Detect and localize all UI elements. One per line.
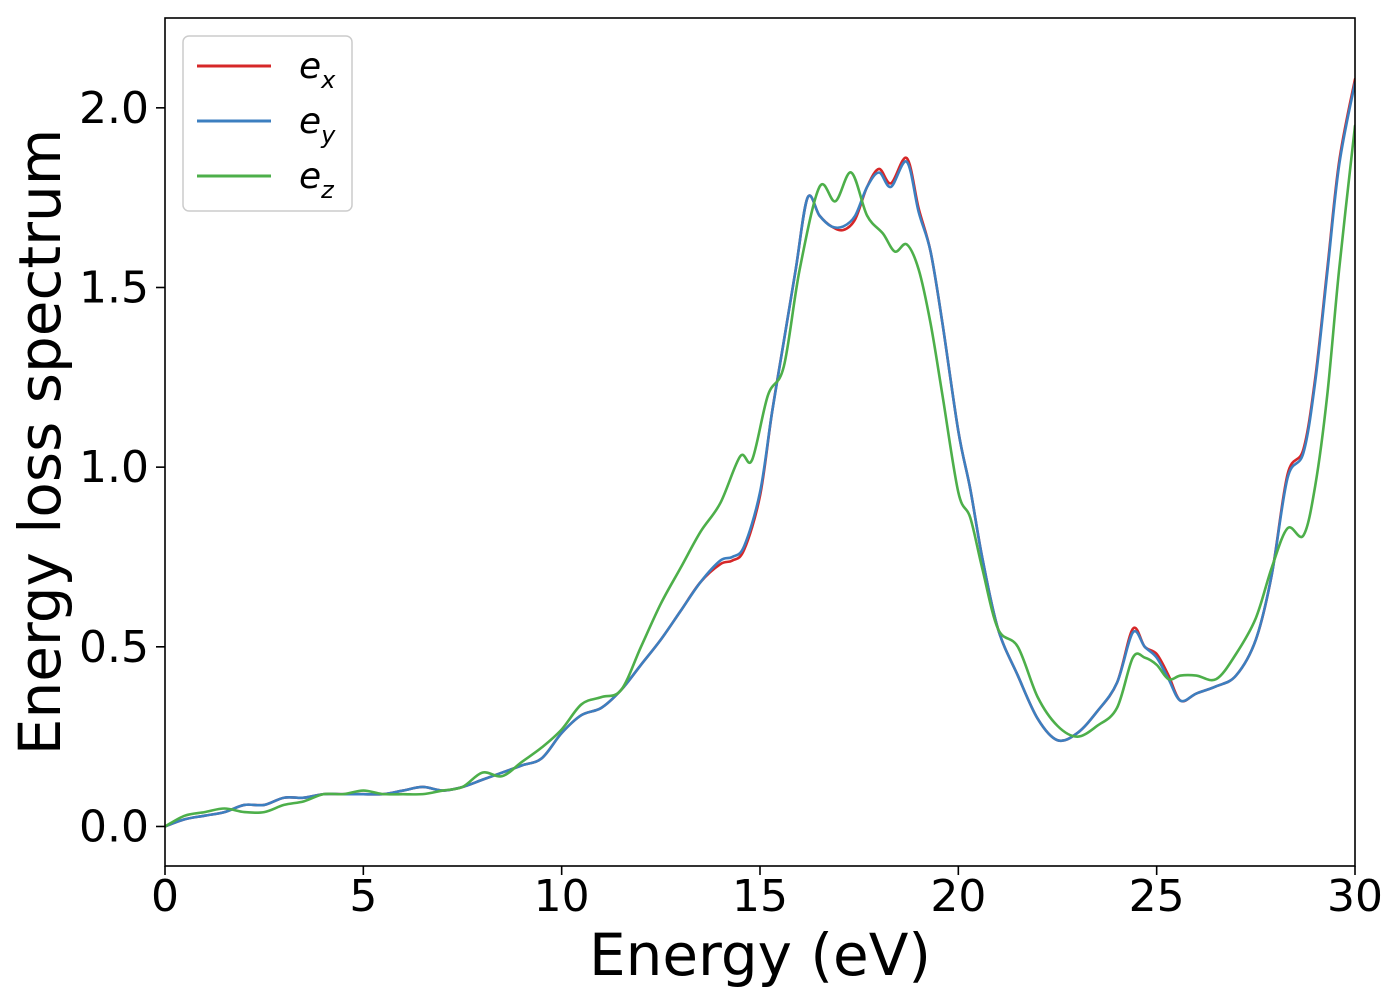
y-axis-title: Energy loss spectrum — [6, 129, 74, 755]
x-tick-label: 10 — [534, 871, 590, 922]
y-tick-label: 0.5 — [79, 622, 149, 673]
x-tick-label: 20 — [930, 871, 986, 922]
x-axis-title: Energy (eV) — [589, 921, 931, 989]
series-layer — [165, 77, 1355, 828]
series-line-y — [165, 81, 1355, 828]
y-tick-label: 1.5 — [79, 262, 149, 313]
y-tick-label: 2.0 — [79, 83, 149, 134]
legend-label-y: ey — [299, 101, 336, 149]
series-line-z — [165, 124, 1355, 828]
x-tick-label: 25 — [1129, 871, 1185, 922]
x-tick-label: 0 — [151, 871, 179, 922]
x-axis: 0 5 10 15 20 25 30 — [151, 866, 1383, 922]
legend-label-base: e — [299, 101, 321, 142]
x-tick-label: 5 — [349, 871, 377, 922]
legend-label-x: ex — [299, 46, 336, 94]
legend-label-sub: x — [320, 66, 336, 94]
legend-label-base: e — [299, 156, 321, 197]
legend-box — [182, 35, 353, 212]
legend-label-sub: z — [320, 176, 335, 204]
y-axis: 0.0 0.5 1.0 1.5 2.0 — [79, 83, 165, 852]
y-tick-label: 1.0 — [79, 442, 149, 493]
y-tick-label: 0.0 — [79, 801, 149, 852]
legend-label-z: ez — [299, 156, 335, 204]
x-tick-label: 15 — [732, 871, 788, 922]
legend-label-base: e — [299, 46, 321, 87]
legend-label-sub: y — [320, 121, 336, 149]
x-tick-label: 30 — [1327, 871, 1383, 922]
